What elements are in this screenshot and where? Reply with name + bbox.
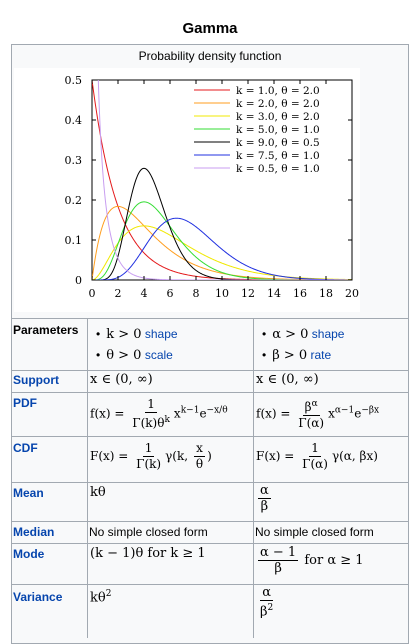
cdf-right-formula: F(x) = 1 Γ(α) γ(α, βx)	[256, 441, 378, 472]
x-tick-label: 20	[345, 287, 359, 300]
legend-label: k = 3.0, θ = 2.0	[236, 111, 320, 123]
x-tick-label: 16	[293, 287, 307, 300]
support-link[interactable]: Support	[13, 373, 59, 387]
support-right: x ∈ (0, ∞)	[256, 372, 319, 387]
infobox-title: Gamma	[0, 20, 420, 37]
pdf-link[interactable]: PDF	[13, 396, 37, 410]
x-tick-label: 6	[167, 287, 174, 300]
y-tick-label: 0.4	[65, 114, 83, 127]
param-theta: • θ > 0 scale	[96, 348, 173, 363]
legend-label: k = 5.0, θ = 1.0	[236, 124, 320, 136]
param-alpha: • α > 0 shape	[262, 327, 344, 342]
shape-link[interactable]: shape	[145, 327, 178, 341]
x-tick-label: 18	[319, 287, 333, 300]
x-tick-label: 0	[89, 287, 96, 300]
x-tick-label: 8	[193, 287, 200, 300]
legend-label: k = 2.0, θ = 2.0	[236, 98, 320, 110]
y-tick-label: 0.5	[65, 74, 83, 87]
shape-link-right[interactable]: shape	[312, 327, 345, 341]
x-tick-label: 12	[241, 287, 255, 300]
x-tick-label: 10	[215, 287, 229, 300]
param-k: • k > 0 shape	[96, 327, 178, 342]
x-tick-label: 4	[141, 287, 148, 300]
parameters-label: Parameters	[13, 323, 78, 337]
median-right: No simple closed form	[255, 525, 374, 539]
pdf-right-formula: f(x) = βα Γ(α) xα−1e−βx	[256, 397, 379, 431]
cdf-link[interactable]: CDF	[13, 441, 38, 455]
legend-label: k = 7.5, θ = 1.0	[236, 150, 320, 162]
support-left: x ∈ (0, ∞)	[90, 372, 153, 387]
pdf-chart-svg: 0 2 4 6 8 10 12 14 16 18 20 0 0.1 0.2 0.3 0.4 0.5 k = 1.0…	[14, 68, 360, 312]
plot-caption: Probability density function	[12, 49, 408, 63]
y-tick-label: 0.1	[65, 234, 83, 247]
variance-link[interactable]: Variance	[13, 590, 62, 604]
x-tick-label: 2	[115, 287, 122, 300]
y-tick-label: 0.2	[65, 194, 83, 207]
legend-label: k = 0.5, θ = 1.0	[236, 163, 320, 175]
y-tick-label: 0	[75, 274, 82, 287]
variance-right: α β2	[256, 585, 277, 619]
mode-link[interactable]: Mode	[13, 547, 44, 561]
x-tick-label: 14	[267, 287, 281, 300]
median-link[interactable]: Median	[13, 525, 54, 539]
pdf-plot: 0 2 4 6 8 10 12 14 16 18 20 0 0.1 0.2 0.3 0.4 0.5 k = 1.0…	[14, 68, 360, 312]
y-tick-label: 0.3	[65, 154, 83, 167]
plot-frame	[92, 80, 352, 280]
mode-left: (k − 1)θ for k ≥ 1	[90, 546, 206, 561]
pdf-left-formula: f(x) = 1 Γ(k)θk xk−1e−x/θ	[90, 397, 228, 431]
param-beta: • β > 0 rate	[262, 348, 331, 363]
scale-link[interactable]: scale	[145, 348, 173, 362]
mean-left: kθ	[90, 485, 106, 500]
legend-label: k = 1.0, θ = 2.0	[236, 85, 320, 97]
cdf-left-formula: F(x) = 1 Γ(k) γ(k, x θ)	[90, 441, 212, 472]
variance-left: kθ2	[90, 589, 111, 605]
rate-link[interactable]: rate	[311, 348, 332, 362]
mean-link[interactable]: Mean	[13, 486, 44, 500]
legend-label: k = 9.0, θ = 0.5	[236, 137, 320, 149]
median-left: No simple closed form	[89, 525, 208, 539]
